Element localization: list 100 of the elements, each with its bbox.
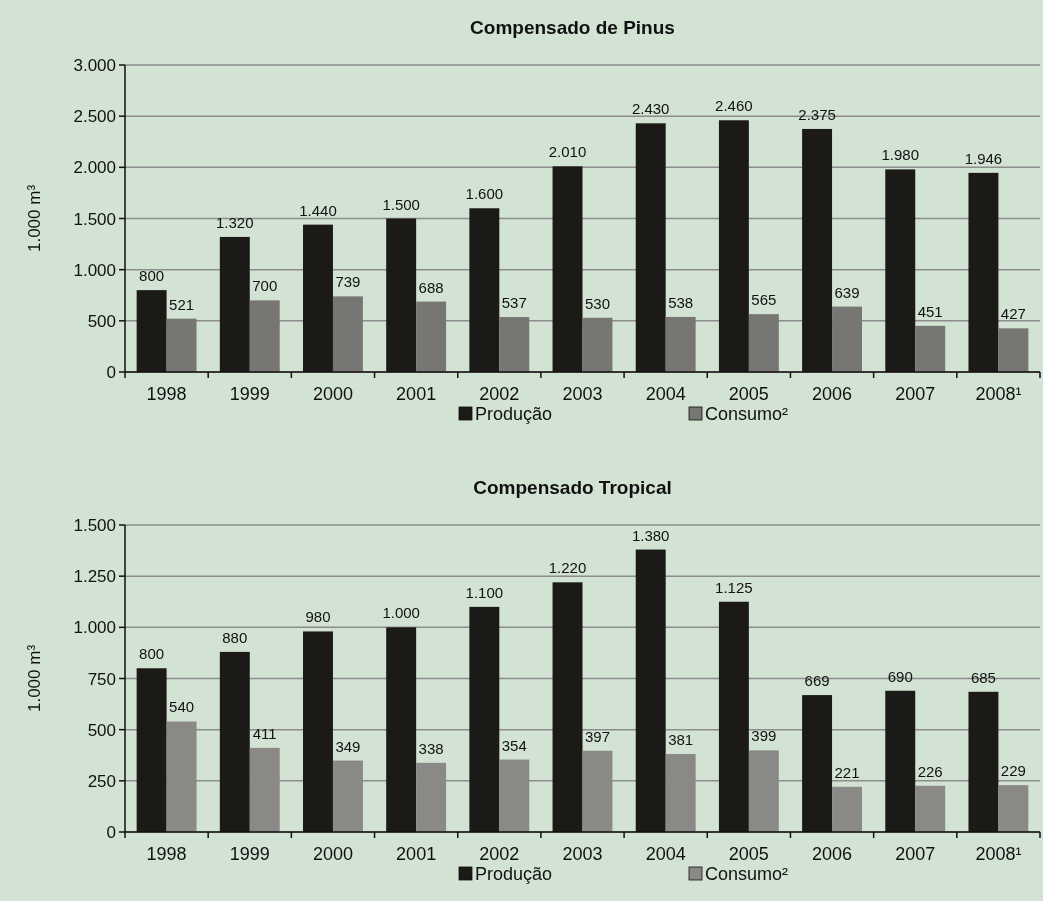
data-label: 349	[335, 737, 361, 755]
data-label: 1.980	[881, 146, 920, 164]
data-label: 685	[970, 668, 996, 686]
x-tick-label: 1999	[229, 844, 270, 864]
data-label: 700	[252, 277, 278, 295]
data-label: 980	[305, 608, 331, 626]
data-label: 1.380	[631, 526, 670, 544]
data-label: 1.600	[465, 185, 504, 203]
data-label: 538	[668, 293, 694, 311]
y-tick-label: 2.000	[73, 158, 116, 178]
data-label: 690	[887, 667, 913, 685]
data-label: 399	[751, 727, 777, 745]
data-label: 639	[834, 283, 860, 301]
y-tick-label: 0	[106, 823, 116, 842]
data-label: 540	[169, 698, 195, 716]
data-label: 411	[252, 724, 277, 742]
data-label: 521	[169, 295, 195, 313]
x-tick-label: 2003	[562, 384, 603, 404]
data-label: 1.220	[548, 559, 587, 577]
data-label: 2.430	[631, 100, 670, 118]
data-label: 1.440	[299, 201, 337, 219]
y-tick-label: 3.000	[73, 56, 116, 75]
y-tick-label: 1.000	[73, 260, 116, 280]
x-tick-label: 2000	[312, 844, 353, 864]
x-tick-label: 2007	[895, 844, 936, 864]
data-label: 2.010	[548, 143, 587, 161]
x-tick-label: 2004	[645, 384, 686, 404]
legend-label: Produção	[475, 404, 553, 424]
data-label: 1.320	[216, 213, 254, 231]
x-tick-label: 2004	[645, 844, 686, 864]
bar	[998, 785, 1029, 832]
x-tick-label: 1998	[146, 844, 187, 864]
bar	[665, 316, 696, 372]
bar	[915, 325, 946, 372]
bar	[998, 328, 1029, 372]
y-tick-label: 1.000	[73, 618, 116, 638]
data-label: 397	[584, 727, 610, 745]
x-tick-label: 2003	[562, 844, 603, 864]
data-label: 1.100	[465, 583, 504, 601]
data-label: 669	[804, 672, 830, 690]
data-label: 229	[1000, 762, 1026, 780]
y-tick-label: 2.500	[73, 107, 116, 127]
y-tick-label: 500	[87, 720, 116, 740]
x-tick-label: 2002	[479, 844, 520, 864]
data-label: 2.375	[798, 105, 836, 123]
y-axis-title: 1.000 m³	[25, 644, 44, 713]
bar	[582, 317, 613, 372]
data-label: 1.500	[382, 195, 420, 213]
bar	[915, 785, 946, 832]
bar	[332, 296, 363, 372]
y-tick-label: 1.500	[73, 516, 116, 535]
x-tick-label: 1998	[146, 384, 187, 404]
legend-label: Consumo²	[705, 864, 789, 884]
legend-label: Consumo²	[705, 404, 789, 424]
bar	[166, 318, 197, 372]
y-tick-label: 750	[87, 669, 116, 689]
y-tick-label: 500	[87, 311, 116, 331]
bar	[416, 301, 447, 372]
chart-title: Compensado de Pinus	[470, 17, 675, 38]
bar	[499, 317, 530, 372]
y-tick-label: 250	[87, 771, 116, 791]
x-tick-label: 2008¹	[975, 384, 1022, 404]
data-label: 221	[834, 763, 860, 781]
legend-label: Produção	[475, 864, 553, 884]
bar	[249, 300, 280, 372]
data-label: 1.125	[715, 578, 753, 596]
y-tick-label: 0	[106, 363, 116, 382]
bar	[748, 314, 779, 372]
bar	[832, 306, 862, 372]
data-label: 530	[584, 294, 610, 312]
data-label: 565	[751, 291, 777, 309]
data-label: 2.460	[715, 97, 753, 115]
data-label: 381	[668, 731, 694, 749]
y-axis-title: 1.000 m³	[25, 184, 44, 253]
x-tick-label: 2002	[479, 384, 520, 404]
data-label: 354	[501, 736, 527, 754]
bar	[832, 786, 862, 832]
data-label: 427	[1000, 305, 1026, 323]
data-label: 800	[139, 267, 165, 285]
data-label: 226	[917, 762, 943, 780]
data-label: 451	[917, 302, 943, 320]
y-tick-label: 1.500	[73, 209, 116, 229]
data-label: 1.000	[382, 604, 420, 622]
chart-title: Compensado Tropical	[473, 477, 672, 498]
data-label: 537	[501, 294, 527, 312]
x-tick-label: 2006	[812, 844, 853, 864]
x-tick-label: 2006	[812, 384, 853, 404]
x-tick-label: 2001	[396, 384, 437, 404]
data-label: 800	[139, 645, 165, 663]
x-tick-label: 2007	[895, 384, 936, 404]
x-tick-label: 2005	[728, 844, 769, 864]
data-label: 688	[418, 278, 444, 296]
x-tick-label: 2001	[396, 844, 437, 864]
x-tick-label: 2005	[728, 384, 769, 404]
data-label: 739	[335, 273, 361, 291]
data-label: 1.946	[964, 149, 1003, 167]
data-label: 880	[222, 628, 248, 646]
y-tick-label: 1.250	[73, 567, 116, 587]
x-tick-label: 2000	[312, 384, 353, 404]
x-tick-label: 2008¹	[975, 844, 1022, 864]
